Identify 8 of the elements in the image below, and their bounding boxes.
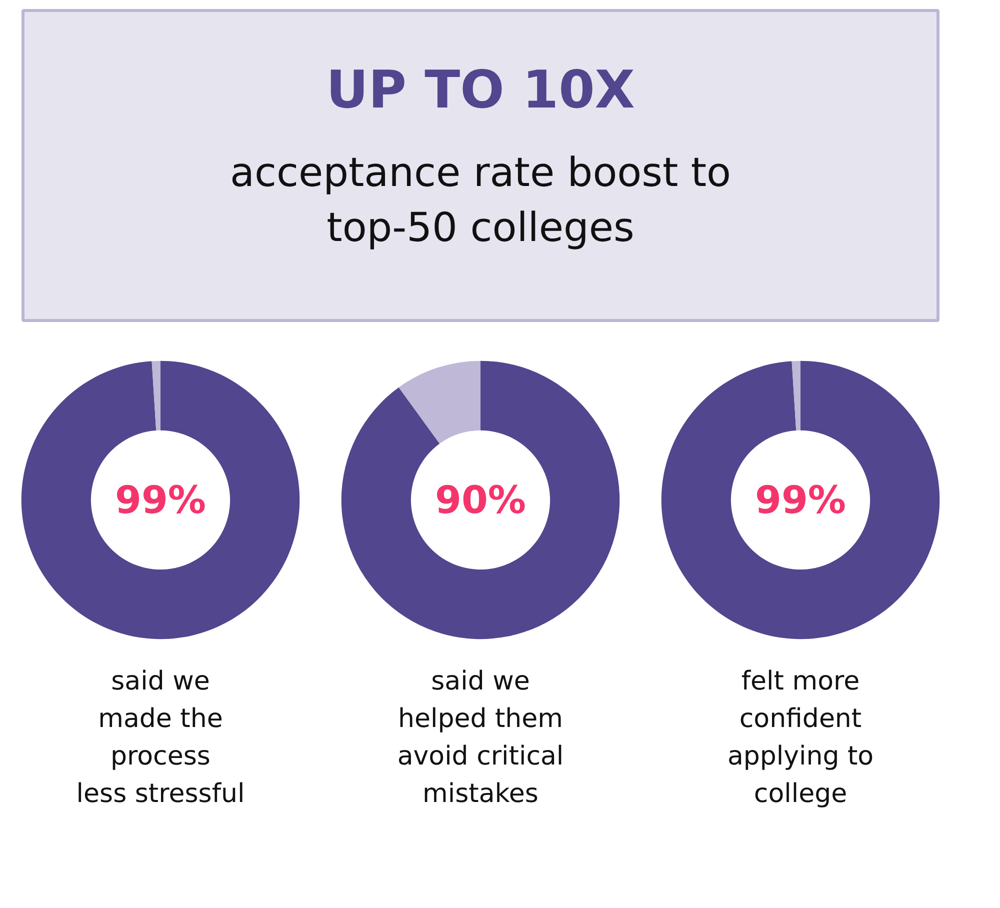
text: UP TO 10X xyxy=(326,60,635,120)
data-label: 99% xyxy=(755,478,846,522)
data-label: 90% xyxy=(435,478,526,522)
text: said we helped them avoid critical mistakes xyxy=(397,666,564,809)
text: felt more confident applying to college xyxy=(727,666,874,809)
data-label: 99% xyxy=(115,478,206,522)
text: said we made the process less stressful xyxy=(76,666,245,809)
text: acceptance rate boost to top-50 colleges xyxy=(230,150,732,252)
